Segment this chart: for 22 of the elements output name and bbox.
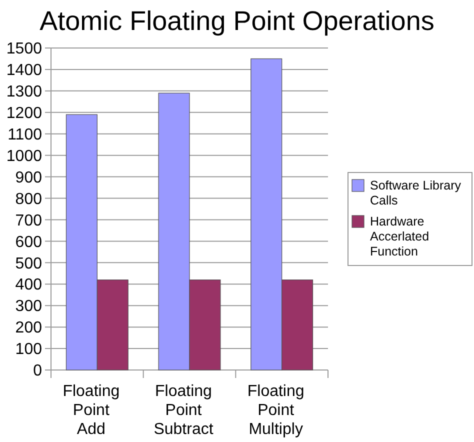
y-tick-label: 1200: [6, 105, 42, 122]
chart-title: Atomic Floating Point Operations: [40, 6, 434, 36]
x-tick-label: Floating Point Multiply: [247, 383, 304, 438]
y-tick-label: 800: [15, 190, 42, 208]
y-tick-label: 1400: [6, 62, 42, 80]
y-tick-label: 1000: [6, 148, 42, 165]
y-tick-label: 100: [15, 341, 42, 358]
y-tick-label: 1300: [6, 84, 42, 101]
legend-label: Software Library Calls: [370, 178, 462, 208]
y-tick-label: 500: [15, 255, 42, 272]
legend-label: Hardware Accerlated Function: [370, 214, 430, 258]
y-tick-label: 1100: [8, 126, 42, 144]
y-tick-label: 700: [15, 212, 42, 230]
y-tick-label: 400: [15, 276, 42, 294]
y-tick-label: 600: [15, 234, 42, 251]
y-tick-label: 200: [15, 320, 42, 337]
y-tick-label: 0: [33, 362, 42, 380]
y-tick-label: 900: [15, 169, 42, 186]
y-tick-label: 300: [15, 298, 42, 316]
x-tick-label: Floating Point Add: [62, 383, 120, 438]
x-tick-label: Floating Point Subtract: [154, 383, 214, 438]
y-tick-label: 1500: [6, 40, 42, 58]
